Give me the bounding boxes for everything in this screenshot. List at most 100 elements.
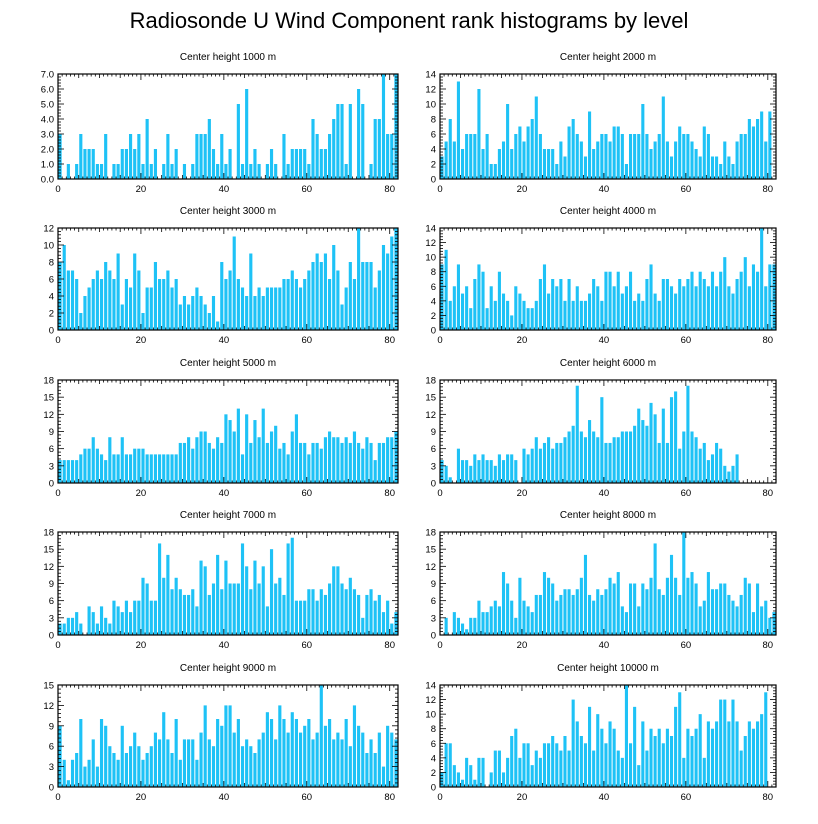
x-tick-label: 0 bbox=[437, 335, 442, 346]
y-tick-label: 9 bbox=[49, 721, 54, 732]
x-tick-label: 20 bbox=[136, 184, 147, 195]
y-tick-label: 4.0 bbox=[41, 115, 54, 126]
x-tick-label: 60 bbox=[301, 335, 312, 346]
histogram-bar bbox=[567, 589, 571, 635]
histogram-panel: Center height 3000 m 0 20 40 60 80 0 2 4 6 8 10 12 bbox=[43, 206, 399, 346]
histogram-bar bbox=[571, 594, 575, 635]
histogram-bar bbox=[559, 594, 563, 635]
histogram-bar bbox=[604, 134, 608, 179]
histogram-bar bbox=[620, 606, 624, 635]
histogram-bar bbox=[694, 437, 698, 483]
histogram-bar bbox=[747, 721, 751, 787]
histogram-bar bbox=[456, 264, 460, 330]
histogram-bar bbox=[538, 757, 542, 787]
histogram-bar bbox=[522, 448, 526, 483]
histogram-bar bbox=[133, 448, 137, 483]
histogram-bar bbox=[211, 448, 216, 483]
histogram-bar bbox=[719, 271, 723, 330]
histogram-bar bbox=[538, 279, 542, 330]
histogram-bar bbox=[575, 385, 579, 483]
y-tick-label: 9 bbox=[49, 579, 54, 590]
histogram-bar bbox=[465, 134, 469, 179]
histogram-bar bbox=[75, 164, 79, 179]
histogram-bar bbox=[365, 753, 369, 787]
histogram-bar bbox=[526, 308, 530, 330]
y-tick-label: 3 bbox=[431, 461, 436, 472]
histogram-bar bbox=[216, 437, 220, 483]
histogram-bar bbox=[373, 287, 377, 330]
histogram-bar bbox=[211, 746, 216, 787]
histogram-bar bbox=[596, 437, 600, 483]
histogram-bar bbox=[588, 706, 592, 787]
histogram-bar bbox=[361, 448, 365, 483]
histogram-bar bbox=[460, 149, 465, 179]
histogram-bar bbox=[99, 606, 104, 635]
histogram-bar bbox=[373, 753, 377, 787]
histogram-bar bbox=[489, 286, 493, 330]
histogram-bar bbox=[612, 126, 616, 179]
histogram-bar bbox=[174, 454, 178, 483]
histogram-bar bbox=[149, 600, 153, 635]
histogram-bar bbox=[216, 554, 220, 635]
histogram-bar bbox=[628, 583, 633, 635]
histogram-bar bbox=[444, 743, 448, 787]
histogram-bar bbox=[203, 304, 207, 330]
histogram-bar bbox=[485, 308, 489, 330]
histogram-bar bbox=[187, 594, 191, 635]
histogram-bar bbox=[690, 431, 694, 483]
histogram-bar bbox=[124, 600, 128, 635]
histogram-bar bbox=[702, 442, 706, 483]
histogram-bar bbox=[386, 134, 390, 179]
histogram-bar bbox=[510, 315, 514, 330]
histogram-bar bbox=[489, 772, 493, 787]
histogram-bar bbox=[303, 279, 307, 330]
histogram-bar bbox=[328, 134, 332, 179]
histogram-bar bbox=[278, 577, 282, 635]
histogram-bar bbox=[75, 612, 79, 635]
histogram-bar bbox=[381, 245, 386, 330]
x-tick-label: 0 bbox=[437, 184, 442, 195]
histogram-bar bbox=[236, 104, 240, 179]
histogram-bar bbox=[108, 746, 112, 787]
x-tick-label: 0 bbox=[437, 792, 442, 803]
histogram-bar bbox=[187, 437, 191, 483]
histogram-bar bbox=[348, 442, 352, 483]
histogram-bar bbox=[747, 583, 751, 635]
histogram-bar bbox=[336, 732, 340, 787]
histogram-bar bbox=[323, 253, 328, 330]
histogram-bar bbox=[191, 296, 195, 330]
histogram-bar bbox=[772, 612, 776, 635]
histogram-bar bbox=[489, 164, 493, 179]
histogram-bar bbox=[162, 712, 166, 787]
histogram-bar bbox=[240, 543, 245, 635]
histogram-bar bbox=[253, 420, 257, 483]
histogram-bar bbox=[583, 437, 588, 483]
y-tick-label: 12 bbox=[43, 701, 54, 712]
histogram-bar bbox=[340, 442, 344, 483]
histogram-bar bbox=[637, 765, 641, 787]
histogram-bar bbox=[620, 431, 624, 483]
histogram-bar bbox=[298, 732, 303, 787]
histogram-bar bbox=[199, 134, 203, 179]
histogram-bar bbox=[469, 617, 473, 635]
histogram-bar bbox=[311, 589, 315, 635]
histogram-bar bbox=[348, 262, 352, 330]
histogram-bar bbox=[278, 448, 282, 483]
x-tick-label: 80 bbox=[763, 640, 774, 651]
histogram-panel: Center height 6000 m 0 20 40 60 80 0 3 6 9 12 15 18 bbox=[425, 358, 777, 499]
histogram-bar bbox=[249, 442, 253, 483]
y-tick-label: 3 bbox=[431, 613, 436, 624]
histogram-bar bbox=[465, 757, 469, 787]
histogram-bar bbox=[665, 141, 669, 179]
histogram-bar bbox=[153, 149, 158, 179]
histogram-bar bbox=[141, 164, 145, 179]
y-tick-label: 2 bbox=[431, 311, 436, 322]
histogram-bar bbox=[211, 149, 216, 179]
x-tick-label: 20 bbox=[136, 488, 147, 499]
histogram-bar bbox=[178, 442, 182, 483]
histogram-bar bbox=[166, 134, 170, 179]
histogram-bar bbox=[551, 279, 555, 330]
histogram-bar bbox=[253, 560, 257, 635]
histogram-bar bbox=[348, 746, 352, 787]
histogram-bar bbox=[608, 442, 612, 483]
